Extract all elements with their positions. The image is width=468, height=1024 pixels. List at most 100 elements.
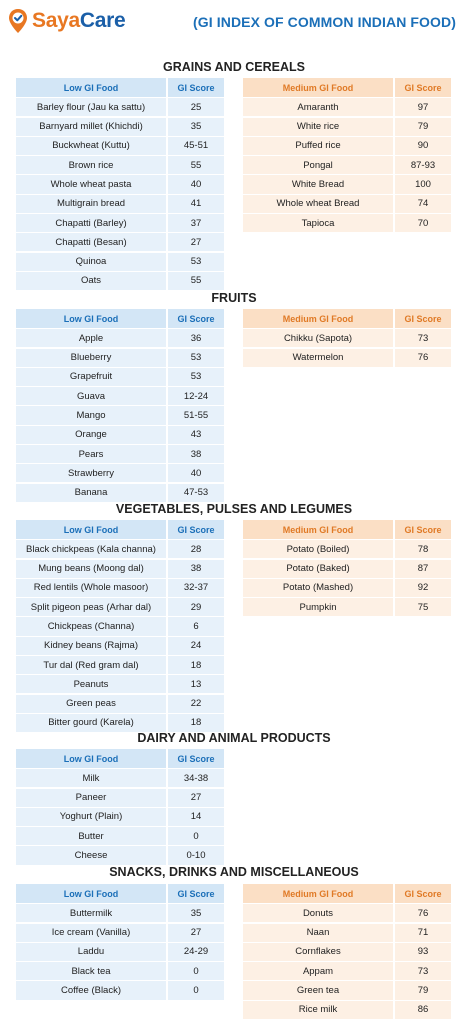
table-row: Chickpeas (Channa) 6 bbox=[16, 616, 224, 636]
gi-score-cell: 18 bbox=[168, 713, 224, 732]
table-row: Whole wheat pasta 40 bbox=[16, 174, 224, 194]
table-row: Watermelon 76 bbox=[243, 347, 451, 367]
table-header-row: Low GI Food GI Score bbox=[16, 309, 224, 329]
food-name-cell: White Bread bbox=[243, 175, 393, 194]
gi-score-cell: 76 bbox=[395, 904, 451, 923]
gi-score-cell: 47-53 bbox=[168, 483, 224, 502]
gi-score-cell: 34-38 bbox=[168, 769, 224, 788]
table-row: Appam 73 bbox=[243, 961, 451, 981]
gi-score-cell: 51-55 bbox=[168, 406, 224, 425]
column-header-gi-score: GI Score bbox=[168, 309, 224, 329]
gi-score-cell: 22 bbox=[168, 694, 224, 713]
gi-score-cell: 53 bbox=[168, 367, 224, 387]
gi-score-cell: 55 bbox=[168, 271, 224, 290]
food-name-cell: Apple bbox=[16, 329, 166, 348]
gi-score-cell: 79 bbox=[395, 981, 451, 1000]
table-row: White rice 79 bbox=[243, 116, 451, 136]
gi-score-cell: 43 bbox=[168, 425, 224, 444]
food-name-cell: Chikku (Sapota) bbox=[243, 329, 393, 348]
low-gi-table: Low GI Food GI Score Black chickpeas (Kala… bbox=[16, 520, 224, 732]
medium-gi-table: Medium GI Food GI Score Amaranth 97 White ri… bbox=[243, 78, 451, 233]
food-name-cell: Paneer bbox=[16, 788, 166, 807]
gi-score-cell: 32-37 bbox=[168, 578, 224, 598]
gi-score-cell: 92 bbox=[395, 578, 451, 598]
food-name-cell: Barley flour (Jau ka sattu) bbox=[16, 98, 166, 117]
food-name-cell: White rice bbox=[243, 117, 393, 136]
food-name-cell: Tapioca bbox=[243, 213, 393, 233]
gi-score-cell: 12-24 bbox=[168, 387, 224, 406]
gi-score-cell: 6 bbox=[168, 617, 224, 636]
table-row: Donuts 76 bbox=[243, 903, 451, 923]
section-title: SNACKS, DRINKS AND MISCELLANEOUS bbox=[109, 865, 359, 879]
table-row: Red lentils (Whole masoor) 32-37 bbox=[16, 577, 224, 598]
table-row: Peanuts 13 bbox=[16, 674, 224, 694]
table-header-row: Medium GI Food GI Score bbox=[243, 309, 451, 329]
low-gi-table: Low GI Food GI Score Milk 34-38 Paneer 27 Yogh… bbox=[16, 749, 224, 865]
food-name-cell: Green peas bbox=[16, 694, 166, 713]
table-row: Chikku (Sapota) 73 bbox=[243, 328, 451, 348]
food-name-cell: Split pigeon peas (Arhar dal) bbox=[16, 598, 166, 617]
food-name-cell: Pears bbox=[16, 444, 166, 464]
food-name-cell: Grapefruit bbox=[16, 367, 166, 387]
header: SayaCare (GI INDEX OF COMMON INDIAN FOOD… bbox=[0, 0, 468, 46]
section-title: GRAINS AND CEREALS bbox=[163, 60, 305, 74]
food-name-cell: Whole wheat Bread bbox=[243, 194, 393, 213]
table-row: Green tea 79 bbox=[243, 980, 451, 1000]
table-row: Tur dal (Red gram dal) 18 bbox=[16, 654, 224, 675]
table-row: Buttermilk 35 bbox=[16, 903, 224, 923]
food-name-cell: Chapatti (Barley) bbox=[16, 213, 166, 233]
food-name-cell: Black tea bbox=[16, 962, 166, 981]
food-name-cell: Pumpkin bbox=[243, 598, 393, 617]
table-row: Mango 51-55 bbox=[16, 405, 224, 425]
table-row: Quinoa 53 bbox=[16, 251, 224, 271]
brand-name-part2: Care bbox=[79, 9, 126, 32]
medium-gi-table: Medium GI Food GI Score Chikku (Sapota) 73 W… bbox=[243, 309, 451, 367]
food-name-cell: Chapatti (Besan) bbox=[16, 233, 166, 252]
table-row: Black tea 0 bbox=[16, 961, 224, 981]
table-header-row: Low GI Food GI Score bbox=[16, 520, 224, 540]
column-header-gi-score: GI Score bbox=[395, 309, 451, 329]
table-row: Laddu 24-29 bbox=[16, 941, 224, 962]
table-row: Amaranth 97 bbox=[243, 97, 451, 117]
column-header-gi-score: GI Score bbox=[168, 520, 224, 540]
column-header-food: Medium GI Food bbox=[243, 884, 393, 904]
food-name-cell: Milk bbox=[16, 769, 166, 788]
table-row: Grapefruit 53 bbox=[16, 366, 224, 387]
food-name-cell: Green tea bbox=[243, 981, 393, 1000]
gi-score-cell: 40 bbox=[168, 175, 224, 194]
food-name-cell: Barnyard millet (Khichdi) bbox=[16, 117, 166, 136]
low-gi-table: Low GI Food GI Score Apple 36 Blueberry 53 Gra… bbox=[16, 309, 224, 502]
table-row: Pumpkin 75 bbox=[243, 597, 451, 617]
table-row: Puffed rice 90 bbox=[243, 135, 451, 156]
gi-score-cell: 53 bbox=[168, 348, 224, 367]
brand-logo[interactable]: SayaCare bbox=[8, 8, 126, 34]
page-title: (GI INDEX OF COMMON INDIAN FOOD) bbox=[193, 14, 456, 30]
food-name-cell: Potato (Mashed) bbox=[243, 578, 393, 598]
table-header-row: Medium GI Food GI Score bbox=[243, 520, 451, 540]
table-row: Black chickpeas (Kala channa) 28 bbox=[16, 539, 224, 559]
gi-score-cell: 0-10 bbox=[168, 846, 224, 865]
table-row: Mung beans (Moong dal) 38 bbox=[16, 558, 224, 578]
table-header-row: Medium GI Food GI Score bbox=[243, 78, 451, 98]
gi-score-cell: 27 bbox=[168, 233, 224, 252]
table-row: Oats 55 bbox=[16, 270, 224, 290]
table-header-row: Low GI Food GI Score bbox=[16, 749, 224, 769]
gi-score-cell: 38 bbox=[168, 444, 224, 464]
section-title: FRUITS bbox=[211, 291, 257, 305]
gi-score-cell: 86 bbox=[395, 1000, 451, 1019]
food-name-cell: Buttermilk bbox=[16, 904, 166, 923]
table-row: Bitter gourd (Karela) 18 bbox=[16, 712, 224, 732]
food-name-cell: Strawberry bbox=[16, 464, 166, 483]
brand-name-part1: Saya bbox=[32, 9, 80, 32]
low-gi-table: Low GI Food GI Score Barley flour (Jau ka … bbox=[16, 78, 224, 290]
table-row: Cheese 0-10 bbox=[16, 845, 224, 865]
gi-score-cell: 29 bbox=[168, 598, 224, 617]
table-row: Buckwheat (Kuttu) 45-51 bbox=[16, 135, 224, 156]
food-name-cell: Peanuts bbox=[16, 675, 166, 694]
gi-score-cell: 41 bbox=[168, 194, 224, 213]
food-name-cell: Red lentils (Whole masoor) bbox=[16, 578, 166, 598]
table-row: Butter 0 bbox=[16, 826, 224, 846]
gi-score-cell: 24-29 bbox=[168, 942, 224, 962]
gi-score-cell: 0 bbox=[168, 981, 224, 1000]
gi-score-cell: 55 bbox=[168, 156, 224, 175]
